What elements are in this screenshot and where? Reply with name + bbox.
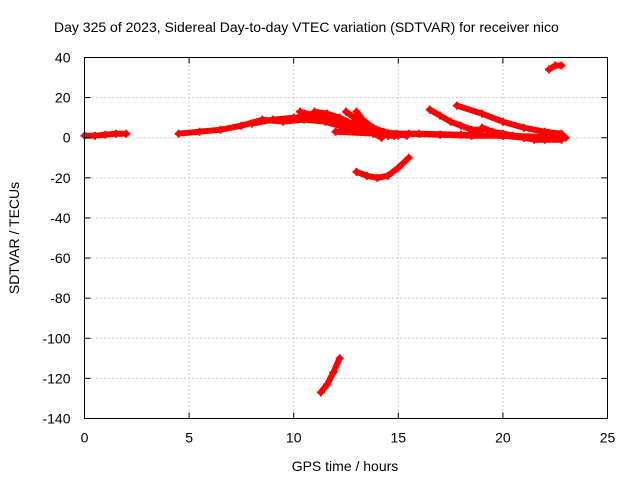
data-point <box>425 105 434 114</box>
x-tick-label: 15 <box>391 430 407 446</box>
y-tick-label: -120 <box>42 370 70 386</box>
y-tick-label: 40 <box>55 50 71 66</box>
chart-title: Day 325 of 2023, Sidereal Day-to-day VTE… <box>54 19 559 35</box>
y-tick-label: 20 <box>55 90 71 106</box>
data-point <box>383 171 392 180</box>
data-point <box>122 129 131 138</box>
data-point <box>237 121 246 130</box>
data-point <box>373 173 382 182</box>
data-point <box>457 121 466 130</box>
data-point <box>247 119 256 128</box>
y-tick-label: -20 <box>50 170 70 186</box>
data-point <box>452 101 461 110</box>
y-tick-label: -80 <box>50 290 70 306</box>
x-axis: 0 5 10 15 20 25 <box>81 57 616 446</box>
data-point <box>557 135 566 144</box>
data-point <box>111 129 120 138</box>
data-point <box>268 115 277 124</box>
data-point <box>540 127 549 136</box>
x-tick-label: 25 <box>600 430 616 446</box>
data-point <box>352 107 361 116</box>
data-point <box>348 119 357 128</box>
data-point <box>457 130 466 139</box>
data-point <box>467 125 476 134</box>
data-point <box>519 133 528 142</box>
data-point <box>331 127 340 136</box>
data-point <box>342 107 350 116</box>
data-point <box>477 123 486 132</box>
data-point <box>310 107 319 116</box>
y-tick-label: -40 <box>50 210 70 226</box>
y-tick-label: -100 <box>42 330 70 346</box>
y-tick-label: -60 <box>50 250 70 266</box>
data-point <box>216 125 225 134</box>
x-axis-label: GPS time / hours <box>292 458 399 474</box>
data-point <box>101 130 110 139</box>
data-point <box>446 117 455 126</box>
data-point <box>415 129 424 138</box>
data-point <box>530 135 539 144</box>
data-point <box>436 111 445 120</box>
plot-frame <box>84 57 608 419</box>
data-point <box>362 171 371 180</box>
series-arc-14 <box>317 355 343 396</box>
data-point <box>540 135 549 144</box>
data-point <box>488 127 497 136</box>
data-point <box>498 117 507 126</box>
data-point <box>174 129 183 138</box>
data-point <box>323 380 332 389</box>
data-point <box>90 131 99 140</box>
x-tick-label: 5 <box>185 430 193 446</box>
data-point <box>358 115 367 124</box>
x-tick-label: 10 <box>286 430 302 446</box>
data-point <box>329 368 338 377</box>
data-point <box>195 127 204 136</box>
y-tick-label: -140 <box>42 411 70 427</box>
data-point <box>519 123 528 132</box>
data-point <box>477 109 486 118</box>
data-point <box>295 107 304 116</box>
data-point <box>350 113 359 122</box>
data-point <box>373 129 382 138</box>
data-point <box>323 109 332 118</box>
data-point <box>352 167 361 176</box>
x-tick-label: 0 <box>81 430 89 446</box>
x-tick-label: 20 <box>495 430 511 446</box>
data-point <box>394 163 403 172</box>
data-point <box>498 129 507 138</box>
data-point <box>335 354 344 363</box>
data-point <box>369 123 378 132</box>
y-tick-label: 0 <box>63 130 71 146</box>
data-point <box>557 61 566 70</box>
data-point <box>544 65 553 74</box>
y-axis-label: SDTVAR / TECUs <box>6 182 22 294</box>
y-axis: 40 20 0 -20 -40 -60 -80 -100 -120 -140 <box>42 50 608 427</box>
data-point <box>335 113 344 122</box>
data-point <box>509 131 518 140</box>
series-layer <box>80 61 570 397</box>
data-point <box>316 388 325 397</box>
data-point <box>289 113 298 122</box>
data-point <box>404 153 413 162</box>
